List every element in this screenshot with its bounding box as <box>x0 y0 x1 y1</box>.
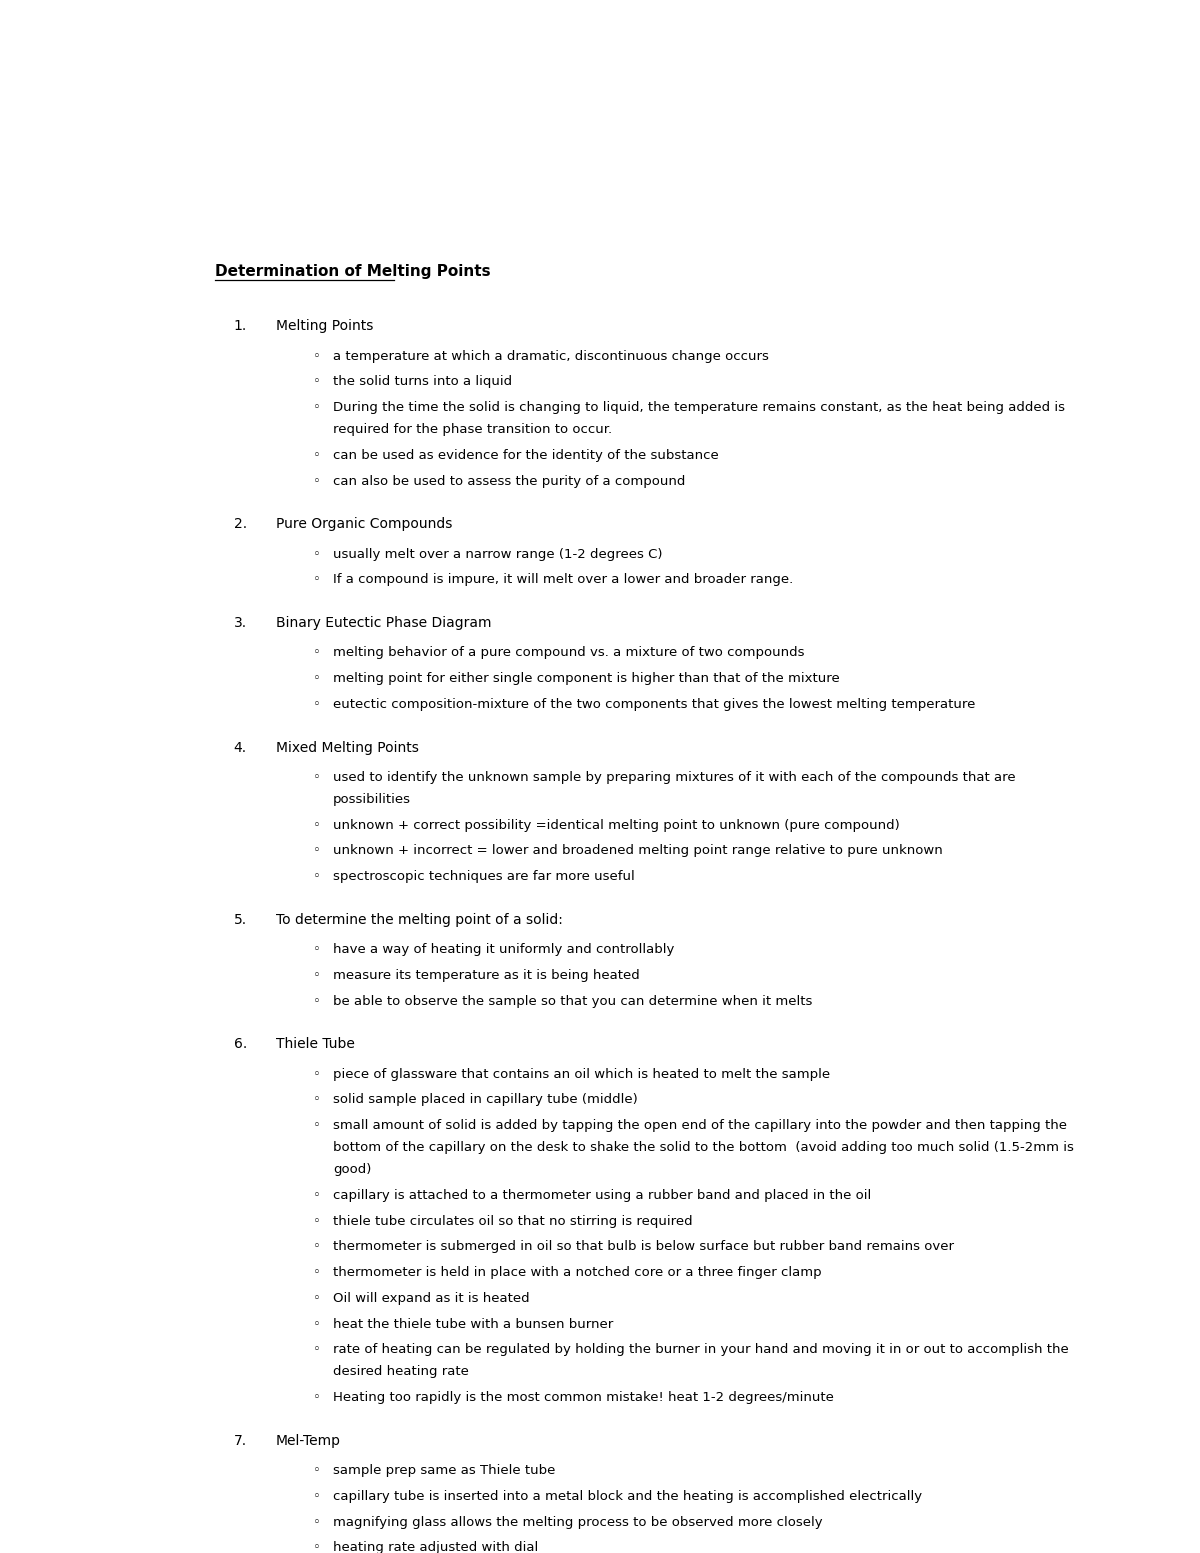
Text: ◦: ◦ <box>313 1489 320 1503</box>
Text: ◦: ◦ <box>313 646 320 660</box>
Text: usually melt over a narrow range (1-2 degrees C): usually melt over a narrow range (1-2 de… <box>334 548 662 561</box>
Text: ◦: ◦ <box>313 672 320 685</box>
Text: ◦: ◦ <box>313 1190 320 1202</box>
Text: ◦: ◦ <box>313 349 320 362</box>
Text: ◦: ◦ <box>313 870 320 884</box>
Text: ◦: ◦ <box>313 1214 320 1228</box>
Text: ◦: ◦ <box>313 697 320 711</box>
Text: the solid turns into a liquid: the solid turns into a liquid <box>334 376 512 388</box>
Text: sample prep same as Thiele tube: sample prep same as Thiele tube <box>334 1464 556 1477</box>
Text: small amount of solid is added by tapping the open end of the capillary into the: small amount of solid is added by tappin… <box>334 1120 1067 1132</box>
Text: 6.: 6. <box>234 1037 247 1051</box>
Text: ◦: ◦ <box>313 1391 320 1404</box>
Text: ◦: ◦ <box>313 401 320 415</box>
Text: ◦: ◦ <box>313 1093 320 1106</box>
Text: ◦: ◦ <box>313 1266 320 1280</box>
Text: rate of heating can be regulated by holding the burner in your hand and moving i: rate of heating can be regulated by hold… <box>334 1343 1069 1356</box>
Text: ◦: ◦ <box>313 818 320 832</box>
Text: thermometer is held in place with a notched core or a three finger clamp: thermometer is held in place with a notc… <box>334 1266 822 1280</box>
Text: have a way of heating it uniformly and controllably: have a way of heating it uniformly and c… <box>334 943 674 957</box>
Text: used to identify the unknown sample by preparing mixtures of it with each of the: used to identify the unknown sample by p… <box>334 770 1016 784</box>
Text: a temperature at which a dramatic, discontinuous change occurs: a temperature at which a dramatic, disco… <box>334 349 769 362</box>
Text: can be used as evidence for the identity of the substance: can be used as evidence for the identity… <box>334 449 719 461</box>
Text: thermometer is submerged in oil so that bulb is below surface but rubber band re: thermometer is submerged in oil so that … <box>334 1241 954 1253</box>
Text: heating rate adjusted with dial: heating rate adjusted with dial <box>334 1541 539 1553</box>
Text: ◦: ◦ <box>313 1317 320 1331</box>
Text: can also be used to assess the purity of a compound: can also be used to assess the purity of… <box>334 475 685 488</box>
Text: ◦: ◦ <box>313 1120 320 1132</box>
Text: ◦: ◦ <box>313 573 320 587</box>
Text: ◦: ◦ <box>313 1067 320 1081</box>
Text: Pure Organic Compounds: Pure Organic Compounds <box>276 517 452 531</box>
Text: ◦: ◦ <box>313 1464 320 1477</box>
Text: thiele tube circulates oil so that no stirring is required: thiele tube circulates oil so that no st… <box>334 1214 692 1228</box>
Text: solid sample placed in capillary tube (middle): solid sample placed in capillary tube (m… <box>334 1093 638 1106</box>
Text: eutectic composition-mixture of the two components that gives the lowest melting: eutectic composition-mixture of the two … <box>334 697 976 711</box>
Text: ◦: ◦ <box>313 449 320 461</box>
Text: Binary Eutectic Phase Diagram: Binary Eutectic Phase Diagram <box>276 617 491 631</box>
Text: Mixed Melting Points: Mixed Melting Points <box>276 741 419 755</box>
Text: ◦: ◦ <box>313 969 320 981</box>
Text: 7.: 7. <box>234 1433 247 1447</box>
Text: 2.: 2. <box>234 517 247 531</box>
Text: 4.: 4. <box>234 741 247 755</box>
Text: good): good) <box>334 1163 372 1176</box>
Text: ◦: ◦ <box>313 994 320 1008</box>
Text: Thiele Tube: Thiele Tube <box>276 1037 354 1051</box>
Text: Oil will expand as it is heated: Oil will expand as it is heated <box>334 1292 530 1305</box>
Text: magnifying glass allows the melting process to be observed more closely: magnifying glass allows the melting proc… <box>334 1516 823 1528</box>
Text: bottom of the capillary on the desk to shake the solid to the bottom  (avoid add: bottom of the capillary on the desk to s… <box>334 1141 1074 1154</box>
Text: desired heating rate: desired heating rate <box>334 1365 469 1379</box>
Text: ◦: ◦ <box>313 943 320 957</box>
Text: ◦: ◦ <box>313 1241 320 1253</box>
Text: measure its temperature as it is being heated: measure its temperature as it is being h… <box>334 969 640 981</box>
Text: ◦: ◦ <box>313 376 320 388</box>
Text: 5.: 5. <box>234 913 247 927</box>
Text: be able to observe the sample so that you can determine when it melts: be able to observe the sample so that yo… <box>334 994 812 1008</box>
Text: ◦: ◦ <box>313 845 320 857</box>
Text: melting point for either single component is higher than that of the mixture: melting point for either single componen… <box>334 672 840 685</box>
Text: ◦: ◦ <box>313 770 320 784</box>
Text: piece of glassware that contains an oil which is heated to melt the sample: piece of glassware that contains an oil … <box>334 1067 830 1081</box>
Text: ◦: ◦ <box>313 1541 320 1553</box>
Text: Heating too rapidly is the most common mistake! heat 1-2 degrees/minute: Heating too rapidly is the most common m… <box>334 1391 834 1404</box>
Text: Melting Points: Melting Points <box>276 320 373 334</box>
Text: required for the phase transition to occur.: required for the phase transition to occ… <box>334 422 612 436</box>
Text: Mel-Temp: Mel-Temp <box>276 1433 341 1447</box>
Text: ◦: ◦ <box>313 1343 320 1356</box>
Text: spectroscopic techniques are far more useful: spectroscopic techniques are far more us… <box>334 870 635 884</box>
Text: ◦: ◦ <box>313 1516 320 1528</box>
Text: capillary is attached to a thermometer using a rubber band and placed in the oil: capillary is attached to a thermometer u… <box>334 1190 871 1202</box>
Text: heat the thiele tube with a bunsen burner: heat the thiele tube with a bunsen burne… <box>334 1317 613 1331</box>
Text: 1.: 1. <box>234 320 247 334</box>
Text: Determination of Melting Points: Determination of Melting Points <box>215 264 491 280</box>
Text: ◦: ◦ <box>313 548 320 561</box>
Text: ◦: ◦ <box>313 1292 320 1305</box>
Text: To determine the melting point of a solid:: To determine the melting point of a soli… <box>276 913 563 927</box>
Text: possibilities: possibilities <box>334 794 412 806</box>
Text: unknown + incorrect = lower and broadened melting point range relative to pure u: unknown + incorrect = lower and broadene… <box>334 845 943 857</box>
Text: If a compound is impure, it will melt over a lower and broader range.: If a compound is impure, it will melt ov… <box>334 573 793 587</box>
Text: unknown + correct possibility =identical melting point to unknown (pure compound: unknown + correct possibility =identical… <box>334 818 900 832</box>
Text: capillary tube is inserted into a metal block and the heating is accomplished el: capillary tube is inserted into a metal … <box>334 1489 923 1503</box>
Text: 3.: 3. <box>234 617 247 631</box>
Text: ◦: ◦ <box>313 475 320 488</box>
Text: During the time the solid is changing to liquid, the temperature remains constan: During the time the solid is changing to… <box>334 401 1066 415</box>
Text: melting behavior of a pure compound vs. a mixture of two compounds: melting behavior of a pure compound vs. … <box>334 646 805 660</box>
